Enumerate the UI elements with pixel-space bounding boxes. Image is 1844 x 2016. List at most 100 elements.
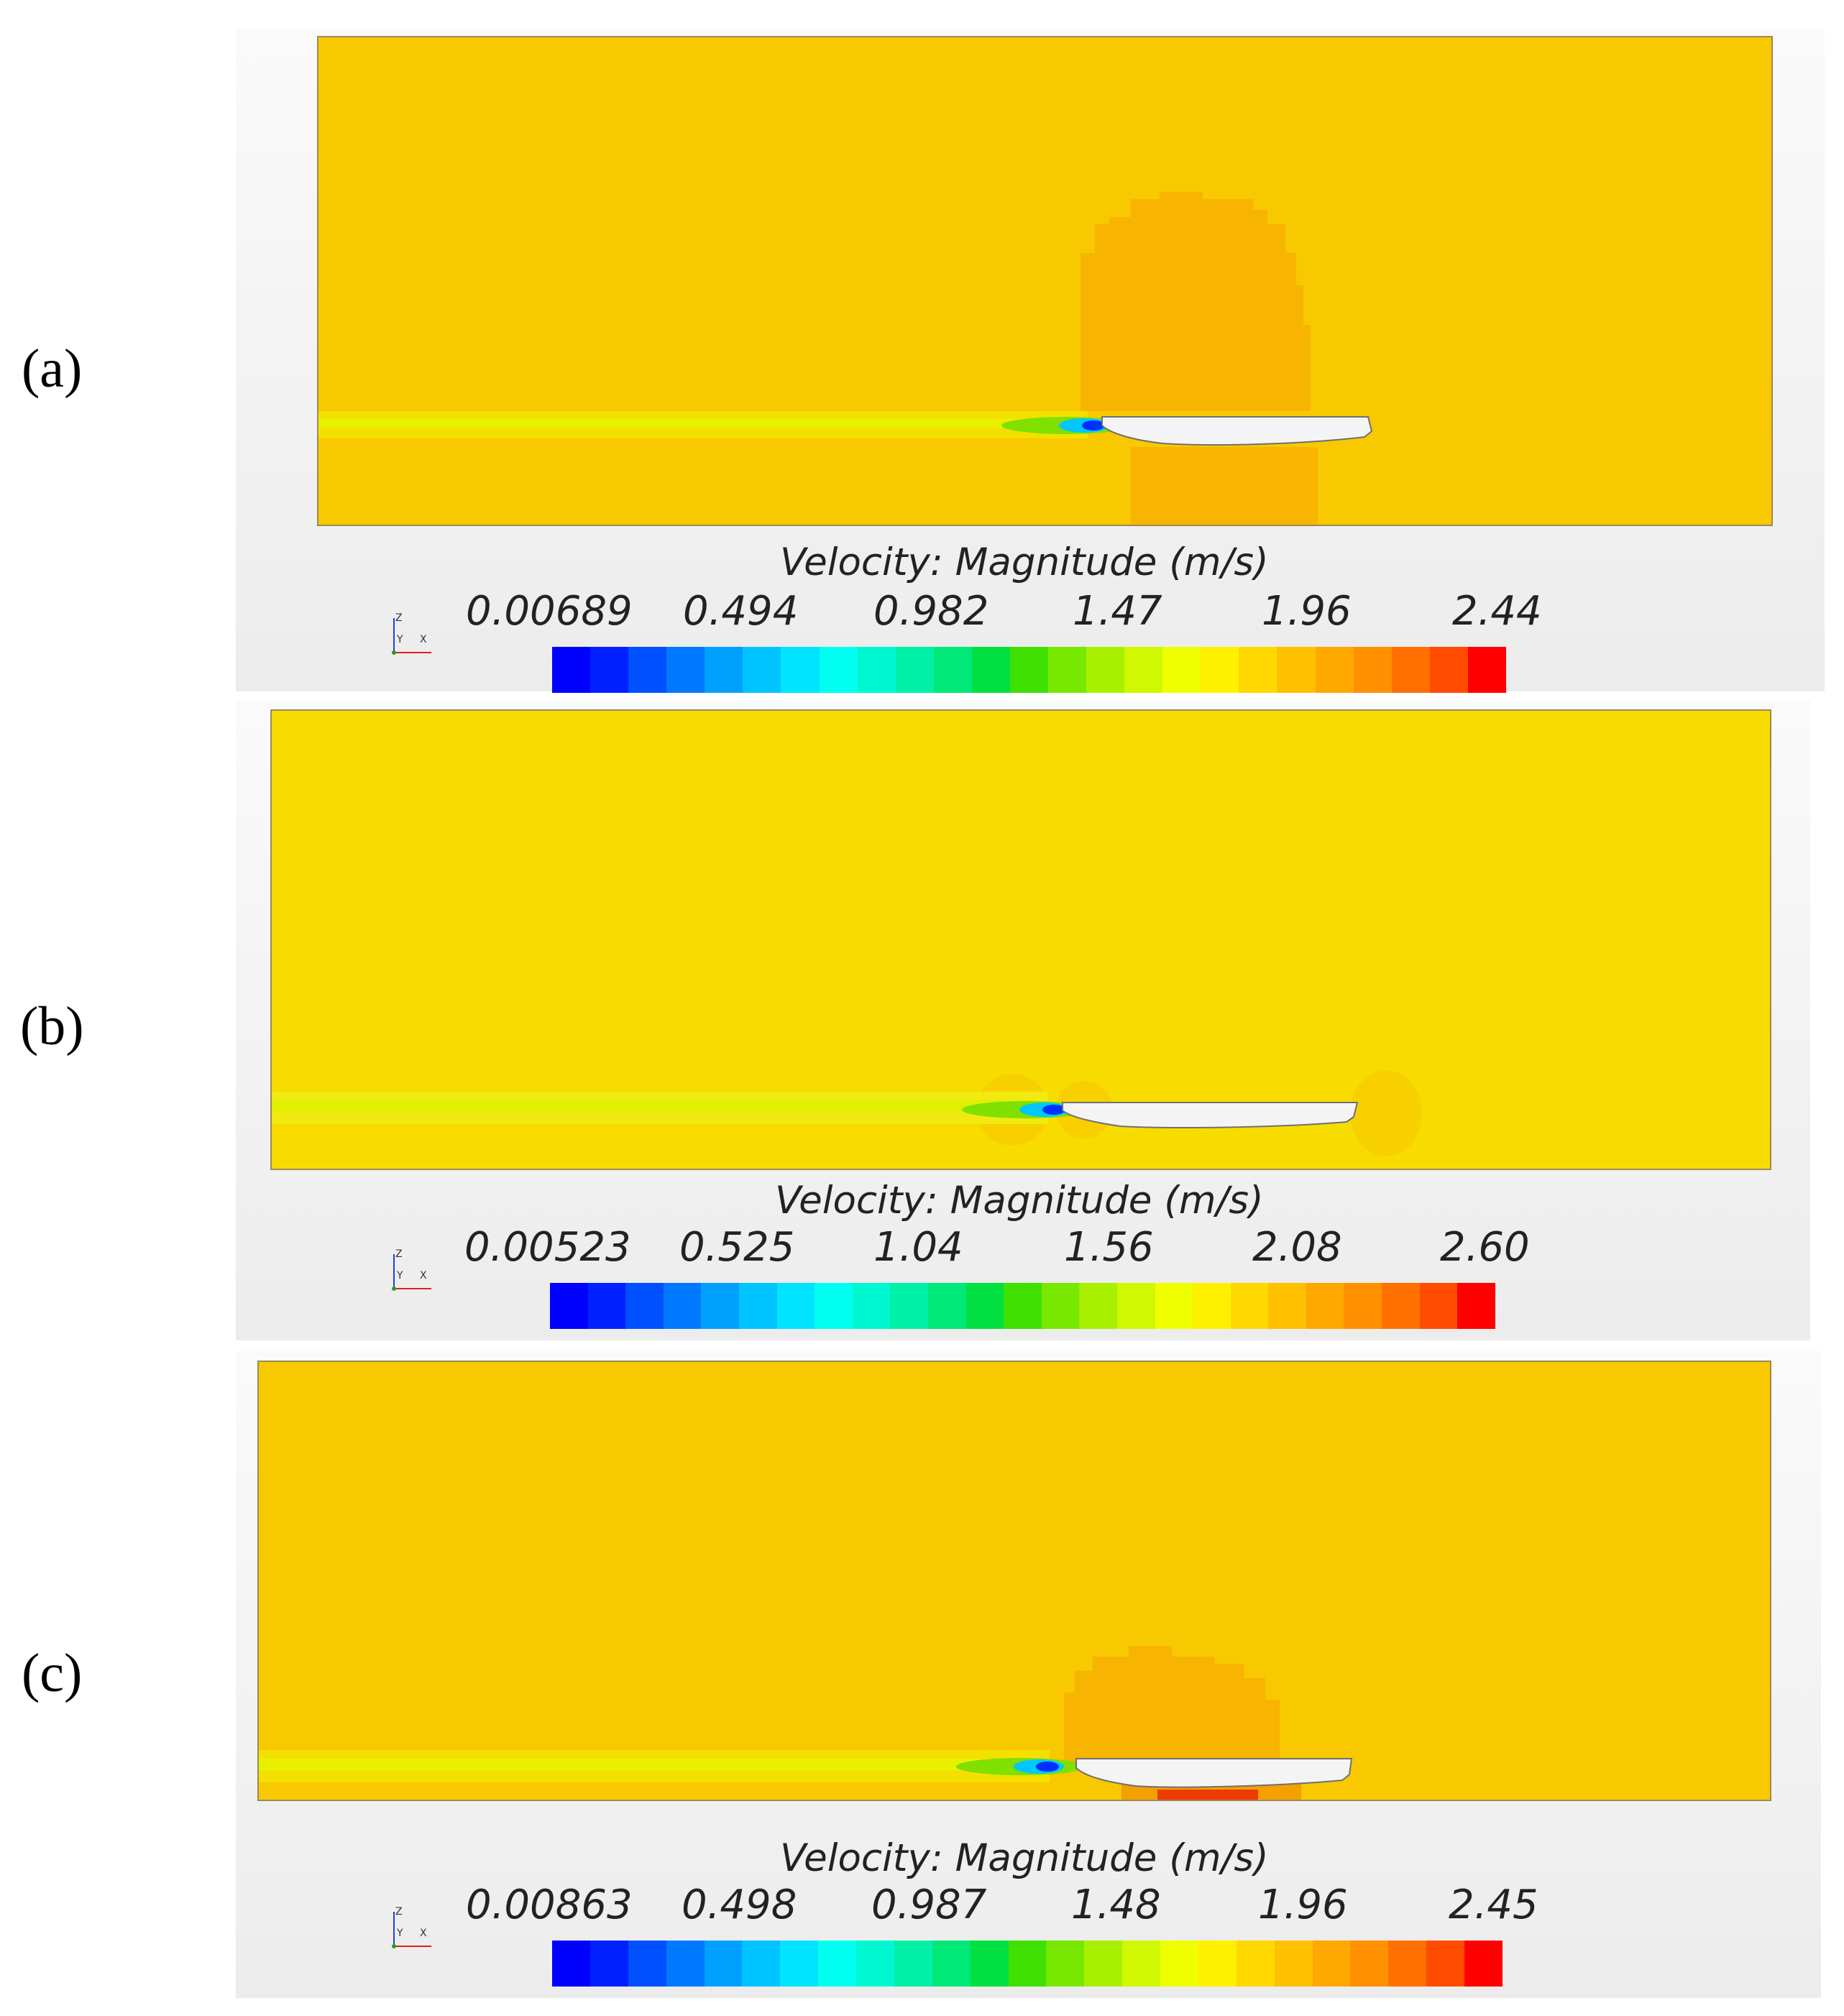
colorbar-segment — [1467, 647, 1506, 693]
tick-label-b-5: 2.60 — [1440, 1224, 1530, 1271]
axis-y-label: Y — [396, 634, 403, 645]
colorbar-segment — [852, 1283, 891, 1329]
wake-core — [272, 1100, 1034, 1112]
axis-x-label: X — [420, 634, 427, 645]
colorbar-segment — [1004, 1283, 1042, 1329]
colorbar-segment — [1046, 1941, 1085, 1987]
colorbar-segment — [1419, 1283, 1458, 1329]
axis-triad-c: Z Y X — [392, 1906, 431, 1948]
colorbar-c — [552, 1941, 1503, 1987]
colorbar-segment — [1193, 1283, 1231, 1329]
colorbar-segment — [628, 647, 667, 693]
tick-label-c-3: 1.48 — [1071, 1882, 1161, 1928]
hull-shape — [1101, 416, 1373, 446]
colorbar-segment — [932, 1941, 971, 1987]
velocity-contour-c — [257, 1361, 1771, 1801]
colorbar-segment — [1239, 647, 1278, 693]
colorbar-segment — [856, 1941, 894, 1987]
colorbar-segment — [890, 1283, 928, 1329]
colorbar-segment — [1391, 647, 1430, 693]
contour-plot-b — [272, 711, 1770, 1169]
colorbar-segment — [1008, 1941, 1047, 1987]
lower-red-streak — [1157, 1790, 1258, 1800]
colorbar-segment — [625, 1283, 664, 1329]
colorbar-segment — [1124, 647, 1163, 693]
colorbar-b — [550, 1283, 1495, 1329]
stern-bulge — [1350, 1070, 1422, 1156]
pressure-bulge — [1064, 1646, 1280, 1764]
colorbar-segment — [701, 1283, 739, 1329]
colorbar-segment — [1429, 647, 1468, 693]
colorbar-segment — [705, 647, 743, 693]
panel-label-c: (c) — [22, 1643, 83, 1703]
tick-label-a-1: 0.494 — [683, 588, 799, 635]
colorbar-segment — [1084, 1941, 1123, 1987]
colorbar-segment — [1079, 1283, 1117, 1329]
axis-triad-a: Z Y X — [392, 612, 431, 655]
colorbar-segment — [776, 1283, 815, 1329]
hull-shape — [1075, 1758, 1353, 1788]
colorbar-segment — [552, 1941, 590, 1987]
axis-x-label: X — [420, 1928, 427, 1939]
axis-triad-b: Z Y X — [392, 1248, 431, 1291]
colorbar-segment — [818, 1941, 856, 1987]
colorbar-segment — [819, 647, 858, 693]
tick-label-c-2: 0.987 — [871, 1882, 987, 1928]
colorbar-segment — [815, 1283, 853, 1329]
colorbar-segment — [1122, 1941, 1160, 1987]
colorbar-segment — [1388, 1941, 1427, 1987]
colorbar-segment — [1315, 647, 1354, 693]
colorbar-segment — [895, 647, 934, 693]
legend-title-b: Velocity: Magnitude (m/s) — [775, 1179, 1264, 1223]
colorbar-segment — [587, 1283, 626, 1329]
field-background — [259, 1362, 1770, 1800]
legend-title-a: Velocity: Magnitude (m/s) — [780, 540, 1269, 584]
pressure-bulge — [1081, 192, 1311, 411]
colorbar-segment — [1353, 647, 1392, 693]
tick-label-a-3: 1.47 — [1073, 588, 1162, 635]
tick-label-c-1: 0.498 — [682, 1882, 797, 1928]
tick-label-c-5: 2.45 — [1449, 1882, 1538, 1928]
panel-label-a: (a) — [22, 339, 83, 399]
tick-label-b-2: 1.04 — [873, 1224, 963, 1271]
colorbar-segment — [742, 1941, 781, 1987]
colorbar-segment — [1009, 647, 1049, 693]
colorbar-segment — [1306, 1283, 1344, 1329]
colorbar-segment — [1155, 1283, 1193, 1329]
colorbar-segment — [781, 647, 820, 693]
tick-label-a-0: 0.00689 — [466, 588, 633, 635]
colorbar-segment — [590, 647, 629, 693]
colorbar-segment — [780, 1941, 819, 1987]
axis-y-label: Y — [396, 1270, 403, 1281]
wake-tip-blue — [1036, 1762, 1059, 1772]
colorbar-segment — [965, 1283, 1004, 1329]
field-background — [318, 37, 1771, 525]
colorbar-segment — [628, 1941, 666, 1987]
colorbar-segment — [1382, 1283, 1420, 1329]
axis-z-label: Z — [395, 612, 403, 624]
colorbar-segment — [552, 647, 591, 693]
axis-x-label: X — [420, 1270, 427, 1281]
colorbar-segment — [933, 647, 972, 693]
colorbar-segment — [738, 1283, 777, 1329]
legend-title-c: Velocity: Magnitude (m/s) — [780, 1836, 1269, 1880]
axis-z-label: Z — [395, 1248, 403, 1260]
colorbar-segment — [1162, 647, 1201, 693]
wake-tip-blue — [1082, 420, 1105, 431]
colorbar-segment — [1086, 647, 1125, 693]
colorbar-segment — [1201, 647, 1239, 693]
tick-label-a-5: 2.44 — [1452, 588, 1542, 635]
colorbar-segment — [1426, 1941, 1464, 1987]
tick-label-c-4: 1.96 — [1258, 1882, 1348, 1928]
colorbar-segment — [1160, 1941, 1198, 1987]
colorbar-segment — [1457, 1283, 1495, 1329]
pressure-bulge-lower — [1131, 447, 1318, 525]
wake-tip-blue — [1042, 1105, 1065, 1115]
colorbar-segment — [666, 647, 705, 693]
colorbar-segment — [704, 1941, 743, 1987]
wake-core — [259, 1759, 1035, 1770]
colorbar-segment — [927, 1283, 966, 1329]
colorbar-segment — [970, 1941, 1009, 1987]
tick-label-b-1: 0.525 — [679, 1224, 795, 1271]
colorbar-segment — [1041, 1283, 1080, 1329]
